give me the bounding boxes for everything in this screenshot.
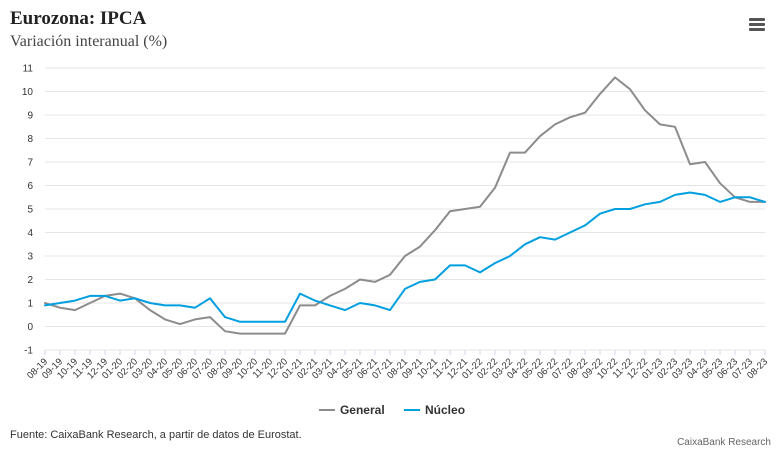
- y-tick-label: 9: [27, 111, 33, 122]
- y-tick-label: 6: [27, 181, 33, 192]
- chart-title: Eurozona: IPCA: [10, 8, 147, 29]
- hamburger-menu-icon[interactable]: [749, 18, 765, 32]
- y-tick-label: 8: [27, 134, 33, 145]
- legend-swatch-nucleo: [404, 409, 421, 411]
- legend-item-nucleo[interactable]: Núcleo: [404, 403, 465, 417]
- source-note: Fuente: CaixaBank Research, a partir de …: [10, 429, 302, 441]
- chart-legend: General Núcleo: [0, 400, 784, 417]
- series-line-nucleo[interactable]: [44, 191, 766, 323]
- y-tick-label: 4: [27, 228, 33, 239]
- series-line-general[interactable]: [44, 76, 766, 335]
- legend-label-nucleo: Núcleo: [425, 403, 466, 417]
- chart-subtitle: Variación interanual (%): [10, 33, 168, 50]
- x-axis: 08-1909-1910-1911-1912-1901-2002-2003-20…: [25, 350, 770, 381]
- legend-item-general[interactable]: General: [318, 403, 385, 417]
- chart-series: [44, 76, 766, 335]
- y-tick-label: 5: [27, 205, 33, 216]
- legend-swatch-general: [318, 409, 335, 411]
- y-tick-label: 0: [27, 322, 33, 333]
- credits-label: CaixaBank Research: [677, 437, 771, 448]
- y-tick-label: 10: [22, 87, 34, 98]
- y-tick-label: -1: [24, 346, 33, 357]
- y-tick-label: 2: [27, 275, 33, 286]
- chart-gridlines: [45, 67, 765, 351]
- legend-label-general: General: [339, 403, 385, 417]
- y-tick-label: 1: [27, 299, 33, 310]
- y-tick-label: 3: [27, 252, 33, 263]
- y-axis: -1 0 1 2 3 4 5 6 7 8 9 10 11: [22, 64, 34, 357]
- y-tick-label: 11: [23, 64, 34, 75]
- y-tick-label: 7: [27, 158, 33, 169]
